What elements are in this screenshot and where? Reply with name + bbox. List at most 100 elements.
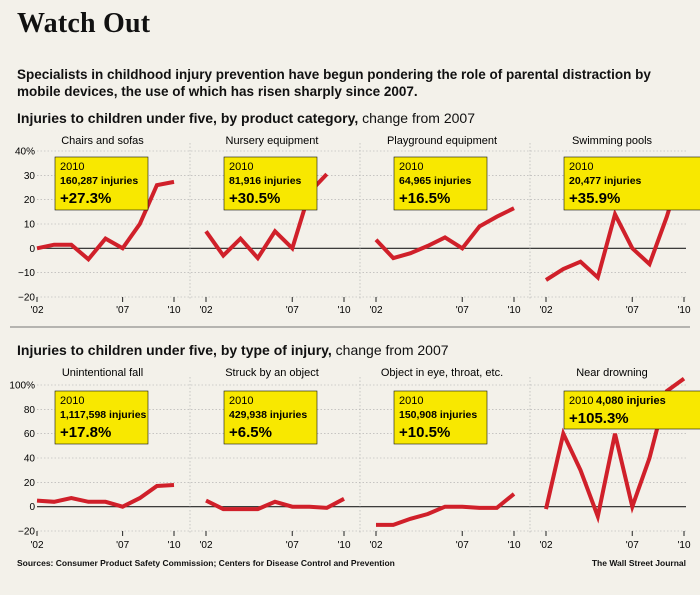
x-tick-label: '07 xyxy=(456,540,469,551)
callout-year: 2010 xyxy=(399,395,423,407)
y-tick-label: 10 xyxy=(24,220,36,231)
series-line xyxy=(205,497,345,512)
section-title-injury-type: Injuries to children under five, by type… xyxy=(17,342,449,358)
x-tick-label: '02 xyxy=(30,540,43,551)
callout-box: 2010 4,080 injuries +105.3% xyxy=(563,390,700,430)
section-title-product-category: Injuries to children under five, by prod… xyxy=(17,110,475,126)
x-tick-label: '10 xyxy=(677,540,690,551)
callout-background xyxy=(563,390,700,430)
y-tick-label: −10 xyxy=(18,268,35,279)
callout-change: +10.5% xyxy=(399,424,450,441)
callout-background xyxy=(393,390,488,445)
callout-change: +27.3% xyxy=(60,190,111,207)
panel-title: Object in eye, throat, etc. xyxy=(381,367,503,379)
panel-2-3: Object in eye, throat, etc. '02 '07 '10 2010… xyxy=(359,367,521,551)
callout-year: 2010 xyxy=(399,161,423,173)
x-tick-label: '10 xyxy=(167,305,180,316)
callout-year: 2010 xyxy=(229,161,253,173)
x-tick-label: '07 xyxy=(116,305,129,316)
panel-title: Chairs and sofas xyxy=(61,135,144,147)
callout-box: 2010 160,287 injuries +27.3% xyxy=(54,156,149,211)
panel-1-2: Nursery equipment '02 '07 '10 2010 81,916 inj… xyxy=(189,135,351,316)
chart-group-1: −20 −10 0 10 20 30 40% Chairs and sofas '02 '07 '1… xyxy=(15,135,700,316)
callout-year: 2010 xyxy=(60,161,84,173)
callout-count: 4,080 injuries xyxy=(596,395,666,407)
callout-year: 2010 xyxy=(60,395,84,407)
chart-title: Watch Out xyxy=(17,8,151,39)
panel-1-4: Swimming pools '02 '07 '10 2010 20,477 injuri… xyxy=(529,135,700,316)
callout-background xyxy=(563,156,700,211)
callout-count: 150,908 injuries xyxy=(399,409,477,421)
callout-box: 2010 1,117,598 injuries +17.8% xyxy=(54,390,149,445)
y-tick-label: −20 xyxy=(18,527,35,538)
y-tick-label: −20 xyxy=(18,293,35,304)
callout-change: +105.3% xyxy=(569,410,629,427)
x-tick-label: '07 xyxy=(286,305,299,316)
x-tick-label: '02 xyxy=(369,540,382,551)
x-tick-label: '07 xyxy=(626,540,639,551)
x-tick-label: '10 xyxy=(337,540,350,551)
callout-change: +16.5% xyxy=(399,190,450,207)
callout-count: 160,287 injuries xyxy=(60,175,138,187)
panel-title: Unintentional fall xyxy=(62,367,143,379)
callout-count: 64,965 injuries xyxy=(399,175,472,187)
callout-background xyxy=(393,156,488,211)
y-tick-label: 0 xyxy=(29,244,35,255)
section-title-suffix: change from 2007 xyxy=(331,342,449,358)
y-tick-label: 60 xyxy=(24,429,36,440)
series-line xyxy=(36,483,175,509)
panel-1-1: Chairs and sofas '02 '07 '10 2010 160,287 inj… xyxy=(30,135,180,316)
x-tick-label: '07 xyxy=(286,540,299,551)
x-tick-label: '02 xyxy=(539,540,552,551)
source-note: Sources: Consumer Product Safety Commiss… xyxy=(17,558,395,568)
y-tick-label: 40 xyxy=(24,454,36,465)
panel-2-1: Unintentional fall '02 '07 '10 2010 1,117,598… xyxy=(30,367,180,551)
series-line xyxy=(376,492,516,527)
callout-box: 2010 20,477 injuries +35.9% xyxy=(563,156,700,211)
y-tick-label: 80 xyxy=(24,405,36,416)
x-tick-label: '02 xyxy=(199,305,212,316)
panel-title: Swimming pools xyxy=(572,135,653,147)
callout-background xyxy=(54,156,149,211)
section-title-suffix: change from 2007 xyxy=(358,110,475,126)
panel-2-4: Near drowning '02 '07 '10 2010 4,080 injuries… xyxy=(529,367,700,551)
x-tick-label: '02 xyxy=(199,540,212,551)
callout-change: +17.8% xyxy=(60,424,111,441)
callout-box: 2010 150,908 injuries +10.5% xyxy=(393,390,488,445)
callout-box: 2010 64,965 injuries +16.5% xyxy=(393,156,488,211)
series-line xyxy=(374,206,515,261)
section-title-text: Injuries to children under five, by prod… xyxy=(17,110,359,126)
x-tick-label: '02 xyxy=(539,305,552,316)
callout-count: 429,938 injuries xyxy=(229,409,307,421)
callout-year: 2010 xyxy=(229,395,253,407)
callout-box: 2010 429,938 injuries +6.5% xyxy=(223,390,318,445)
panel-title: Struck by an object xyxy=(225,367,319,379)
x-tick-label: '02 xyxy=(369,305,382,316)
chart-group-2: −20 0 20 40 60 80 100% Unintentional fall '02 '07… xyxy=(9,367,700,551)
callout-box: 2010 81,916 injuries +30.5% xyxy=(223,156,318,211)
panel-2-2: Struck by an object '02 '07 '10 2010 429,938 … xyxy=(189,367,351,551)
callout-background xyxy=(54,390,149,445)
y-tick-label: 20 xyxy=(24,478,36,489)
panel-title: Playground equipment xyxy=(387,135,497,147)
x-tick-label: '10 xyxy=(337,305,350,316)
callout-count: 1,117,598 injuries xyxy=(60,409,147,421)
callout-background xyxy=(223,156,318,211)
x-tick-label: '07 xyxy=(456,305,469,316)
callout-count: 20,477 injuries xyxy=(569,175,642,187)
y-tick-label: 100% xyxy=(9,381,35,392)
x-tick-label: '07 xyxy=(116,540,129,551)
panel-title: Near drowning xyxy=(576,367,648,379)
credit-note: The Wall Street Journal xyxy=(591,558,686,568)
x-tick-label: '10 xyxy=(507,540,520,551)
panel-title: Nursery equipment xyxy=(226,135,319,147)
y-tick-label: 30 xyxy=(24,171,36,182)
callout-change: +35.9% xyxy=(569,190,620,207)
callout-background xyxy=(223,390,318,445)
x-tick-label: '10 xyxy=(167,540,180,551)
section-title-text: Injuries to children under five, by type… xyxy=(17,342,332,358)
callout-change: +30.5% xyxy=(229,190,280,207)
callout-change: +6.5% xyxy=(229,424,272,441)
y-tick-label: 20 xyxy=(24,195,36,206)
